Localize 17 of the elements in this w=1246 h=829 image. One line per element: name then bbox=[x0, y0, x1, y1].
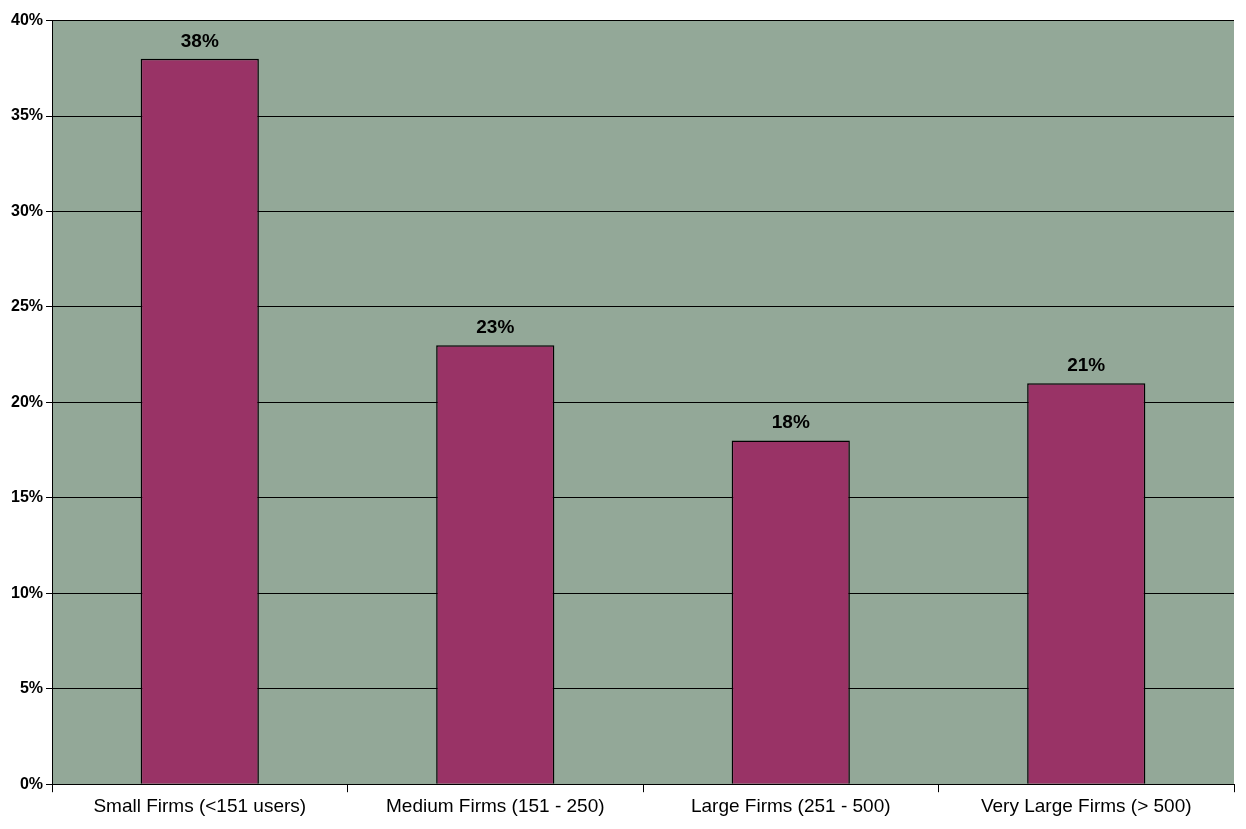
data-label: 18% bbox=[771, 411, 810, 433]
x-tick-label: Medium Firms (151 - 250) bbox=[385, 794, 605, 816]
y-tick-label: 30% bbox=[10, 201, 44, 219]
data-label: 23% bbox=[476, 315, 515, 337]
y-tick-label: 10% bbox=[10, 583, 44, 601]
x-tick-label: Large Firms (251 - 500) bbox=[690, 794, 891, 816]
x-tick-label: Very Large Firms (> 500) bbox=[980, 794, 1192, 816]
y-tick-label: 15% bbox=[10, 488, 44, 506]
data-label: 21% bbox=[1067, 354, 1106, 376]
y-tick-label: 20% bbox=[10, 392, 44, 410]
data-label: 38% bbox=[180, 29, 219, 51]
y-tick-label: 25% bbox=[10, 297, 44, 315]
x-tick-label: Small Firms (<151 users) bbox=[93, 794, 307, 816]
y-tick-label: 35% bbox=[10, 106, 44, 124]
y-tick-label: 40% bbox=[10, 11, 44, 29]
y-tick-label: 0% bbox=[19, 774, 44, 792]
y-tick-label: 5% bbox=[19, 679, 44, 697]
